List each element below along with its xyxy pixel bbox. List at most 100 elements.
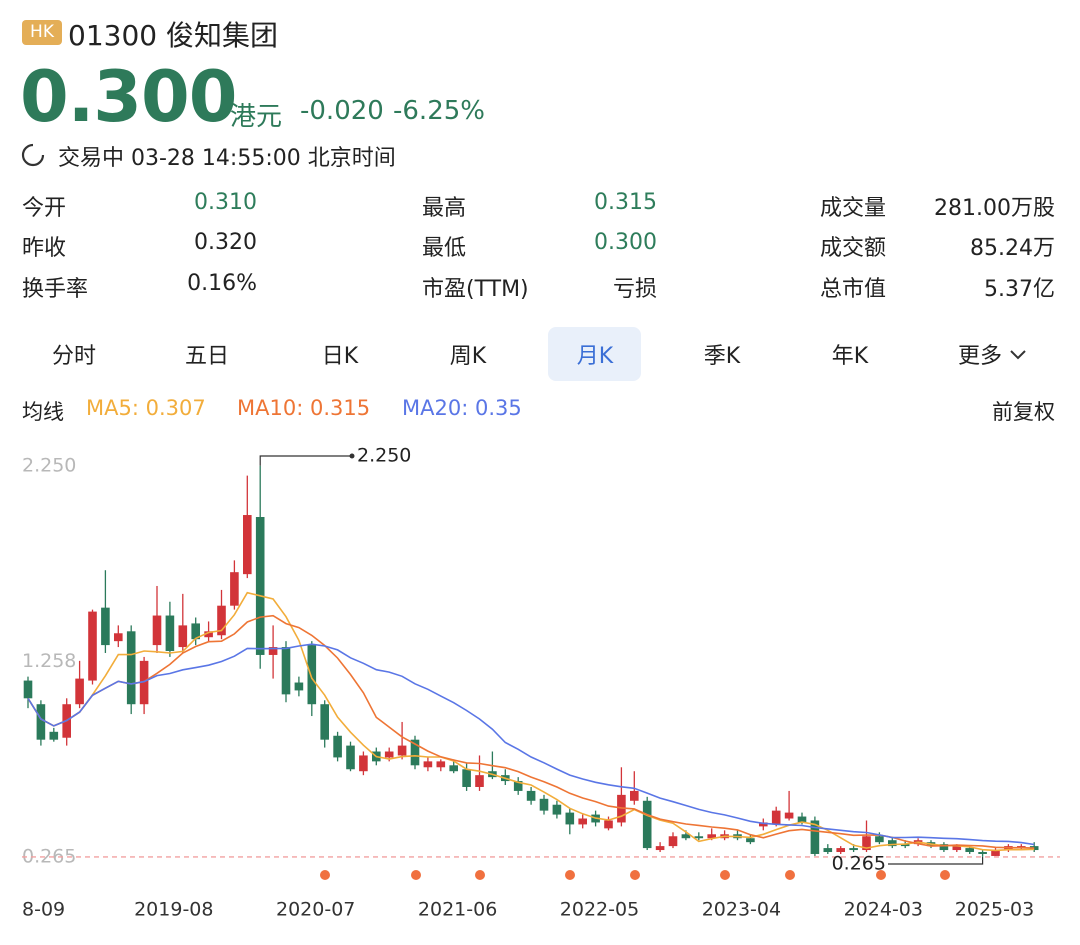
market-badge: HK	[22, 20, 62, 45]
candle-body	[114, 633, 123, 642]
candle-body	[681, 834, 691, 839]
candle-body	[384, 751, 394, 758]
candle-body	[423, 761, 433, 768]
stat-label: 市盈(TTM)	[422, 277, 529, 302]
candle-body	[642, 800, 652, 849]
stat-label: 成交量	[820, 196, 887, 221]
tab[interactable]: 周K	[449, 344, 487, 369]
stat-value: 0.310	[194, 190, 257, 215]
ma-line	[27, 591, 1035, 852]
x-tick-label: 8-09	[22, 899, 65, 921]
candle-body	[36, 704, 46, 740]
ma-label: MA20: 0.35	[402, 396, 522, 420]
candle-body	[862, 836, 871, 851]
candle-body	[281, 647, 291, 695]
candle-body	[604, 820, 613, 829]
y-tick-label: 2.250	[22, 454, 76, 476]
candle-body	[759, 822, 768, 827]
min-pointer	[888, 856, 984, 865]
x-tick-label: 2025-03	[955, 899, 1034, 921]
ma-label: MA10: 0.315	[237, 396, 371, 420]
candle-body	[668, 836, 678, 847]
candle-body	[436, 761, 446, 768]
candle-body	[526, 790, 536, 801]
stat-value: 281.00万股	[934, 196, 1055, 221]
candle-body	[823, 848, 833, 853]
tab[interactable]: 更多	[957, 344, 1003, 369]
candle-body	[475, 775, 484, 787]
tab[interactable]: 五日	[184, 344, 230, 369]
stat-value: 0.300	[594, 230, 657, 255]
ma-line	[27, 643, 1035, 846]
stat-value: 0.16%	[187, 271, 257, 296]
candle-body	[449, 765, 458, 772]
max-dot	[349, 453, 355, 459]
candle-body	[565, 812, 575, 825]
candle-body	[797, 816, 807, 823]
event-markers	[320, 870, 950, 880]
candle-body	[875, 836, 884, 843]
tab[interactable]: 年K	[831, 344, 869, 369]
change: -0.020	[300, 96, 384, 126]
stat-label: 昨收	[22, 236, 67, 261]
candle-body	[75, 678, 84, 705]
currency: 港元	[230, 102, 283, 132]
candle-body	[410, 739, 420, 766]
stat-label: 最低	[422, 236, 467, 261]
candle-body	[217, 605, 226, 636]
ma-title: 均线	[22, 400, 64, 424]
candle-body	[49, 731, 59, 740]
candle-body	[991, 850, 1000, 856]
tab[interactable]: 日K	[321, 344, 359, 369]
candle-body	[255, 517, 265, 655]
price: 0.300	[20, 56, 237, 138]
candle-body	[333, 735, 342, 758]
status-icon	[21, 143, 45, 167]
x-tick-label: 2019-08	[134, 899, 213, 921]
candle-body	[294, 682, 304, 691]
x-tick-label: 2024-03	[844, 899, 923, 921]
candle-body	[849, 848, 858, 851]
stat-value: 亏损	[612, 277, 657, 302]
candle-body	[539, 798, 549, 811]
candle-body	[397, 745, 407, 756]
stat-label: 成交额	[820, 236, 887, 261]
candle-body	[552, 804, 562, 815]
max-label: 2.250	[357, 445, 411, 467]
stat-label: 换手率	[22, 277, 89, 302]
tab[interactable]: 月K	[576, 344, 614, 369]
chevron	[1010, 350, 1026, 360]
candle-body	[784, 812, 794, 819]
candle-body	[88, 611, 97, 681]
candle-body	[888, 840, 897, 847]
adjust[interactable]: 前复权	[992, 400, 1055, 424]
candle-body	[165, 615, 175, 652]
candle-body	[307, 645, 317, 705]
candle-body	[191, 623, 200, 640]
stat-label: 今开	[22, 196, 67, 221]
candle-body	[655, 846, 665, 851]
stat-label: 最高	[422, 196, 467, 221]
candle-body	[462, 769, 471, 787]
candle-body	[101, 607, 110, 646]
max-pointer	[259, 455, 352, 466]
tab[interactable]: 分时	[51, 344, 97, 369]
candle-body	[359, 755, 368, 772]
tab[interactable]: 季K	[703, 344, 741, 369]
stat-value: 85.24万	[970, 236, 1055, 261]
candle-body	[810, 820, 820, 854]
candle-body	[900, 844, 910, 847]
candle-body	[746, 838, 755, 843]
candle-body	[939, 844, 949, 851]
trading-status: 交易中 03-28 14:55:00 北京时间	[58, 146, 396, 171]
candle-body	[694, 836, 704, 839]
candle-body	[268, 647, 278, 655]
x-tick-label: 2022-05	[560, 899, 639, 921]
y-tick-label: 1.258	[22, 650, 76, 672]
ma-line	[27, 614, 1035, 849]
stat-label: 总市值	[820, 277, 887, 302]
candle-body	[346, 745, 355, 770]
candle-body	[126, 631, 136, 705]
x-tick-label: 2020-07	[276, 899, 355, 921]
